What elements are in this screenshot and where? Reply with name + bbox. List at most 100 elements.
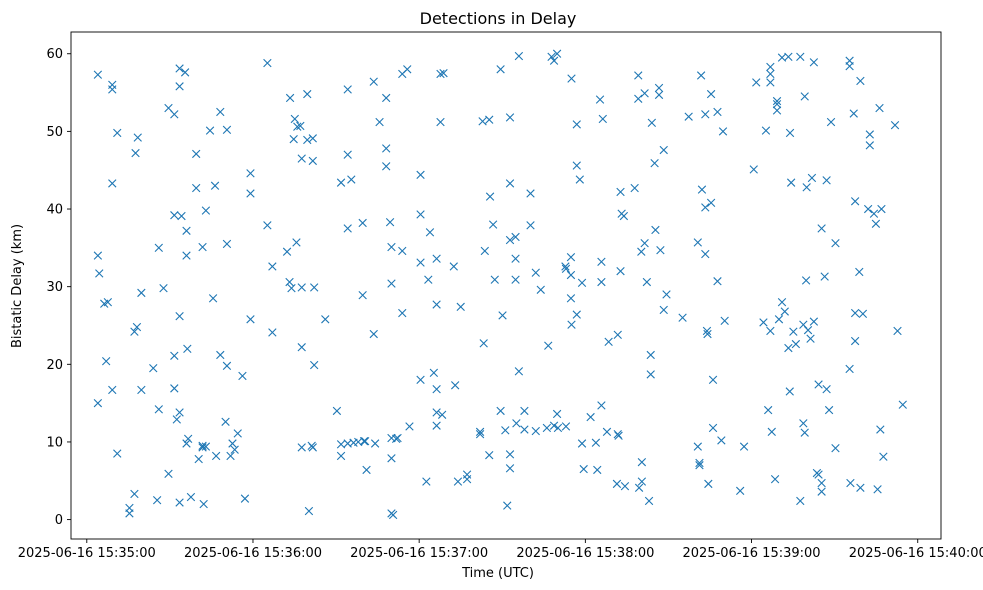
data-point <box>770 475 780 484</box>
data-point <box>343 85 352 94</box>
data-point <box>152 495 162 505</box>
data-point <box>246 315 255 324</box>
data-point <box>512 419 521 428</box>
data-point <box>772 96 782 106</box>
data-point <box>799 419 808 428</box>
data-point <box>198 443 207 452</box>
data-point <box>630 183 639 193</box>
data-point <box>170 384 179 393</box>
data-point <box>695 458 704 468</box>
data-point <box>749 165 758 174</box>
data-point <box>436 69 445 79</box>
data-point <box>637 477 647 486</box>
data-point <box>796 496 805 506</box>
x-tick-label: 2025-06-16 15:36:00 <box>184 546 322 561</box>
data-point <box>777 298 787 307</box>
data-point <box>620 482 630 491</box>
x-tick-label: 2025-06-16 15:38:00 <box>516 546 654 561</box>
data-point <box>531 426 540 436</box>
data-point <box>240 494 250 503</box>
data-point <box>809 317 819 326</box>
data-point <box>308 156 317 166</box>
data-point <box>131 148 140 158</box>
data-point <box>858 309 868 319</box>
data-point <box>865 141 875 150</box>
data-point <box>303 89 312 99</box>
data-point <box>817 487 826 496</box>
data-point <box>654 90 664 100</box>
data-point <box>577 439 587 448</box>
data-point <box>183 434 193 444</box>
data-point <box>514 51 524 61</box>
y-tick-label: 60 <box>46 47 63 62</box>
data-point <box>520 425 529 434</box>
data-point <box>720 316 729 326</box>
data-point <box>651 225 660 235</box>
data-point <box>785 128 795 138</box>
data-point <box>416 210 425 219</box>
data-point <box>766 69 775 79</box>
data-point <box>175 82 184 91</box>
data-point <box>708 375 718 385</box>
data-point <box>292 238 301 247</box>
data-point <box>293 122 302 131</box>
data-point <box>809 58 819 67</box>
data-point <box>183 344 192 353</box>
data-point <box>875 103 884 113</box>
data-point <box>614 431 623 440</box>
data-point <box>708 423 718 433</box>
data-point <box>761 126 771 135</box>
data-point <box>642 277 652 287</box>
data-point <box>297 443 306 452</box>
data-point <box>701 203 710 212</box>
data-point <box>303 135 312 145</box>
data-point <box>735 486 745 496</box>
data-point <box>358 291 367 300</box>
data-point <box>93 70 103 79</box>
data-point <box>713 107 722 117</box>
data-point <box>432 254 441 263</box>
y-tick-label: 10 <box>46 435 63 450</box>
data-point <box>704 479 713 489</box>
data-point <box>287 284 296 293</box>
data-point <box>93 398 103 408</box>
data-point <box>416 375 425 385</box>
plot-frame <box>70 31 942 540</box>
data-point <box>865 130 875 139</box>
data-point <box>784 343 793 353</box>
data-point <box>211 451 221 461</box>
data-point <box>429 368 439 378</box>
data-point <box>846 478 855 488</box>
data-point <box>416 258 425 267</box>
data-point <box>803 325 813 335</box>
data-point <box>192 149 201 159</box>
data-point <box>453 477 463 486</box>
data-point <box>308 134 317 143</box>
data-point <box>387 454 396 463</box>
data-point <box>531 268 540 277</box>
data-point <box>424 275 433 284</box>
x-tick-label: 2025-06-16 15:37:00 <box>350 546 488 561</box>
data-point <box>439 68 448 78</box>
data-point <box>175 408 184 417</box>
data-point <box>871 219 881 228</box>
data-point <box>186 492 196 502</box>
data-point <box>130 489 139 499</box>
data-point <box>358 218 367 228</box>
data-point <box>205 126 215 135</box>
data-point <box>774 315 784 324</box>
data-point <box>697 185 707 194</box>
data-point <box>101 357 111 366</box>
data-point <box>505 450 515 459</box>
data-point <box>693 238 702 247</box>
data-point <box>566 294 576 303</box>
data-point <box>879 452 888 461</box>
data-point <box>177 211 186 221</box>
data-point <box>572 161 581 170</box>
data-point <box>549 56 559 65</box>
data-point <box>567 74 576 83</box>
data-point <box>807 173 817 183</box>
data-point <box>752 78 761 87</box>
data-point <box>616 266 625 276</box>
data-point <box>898 400 907 409</box>
